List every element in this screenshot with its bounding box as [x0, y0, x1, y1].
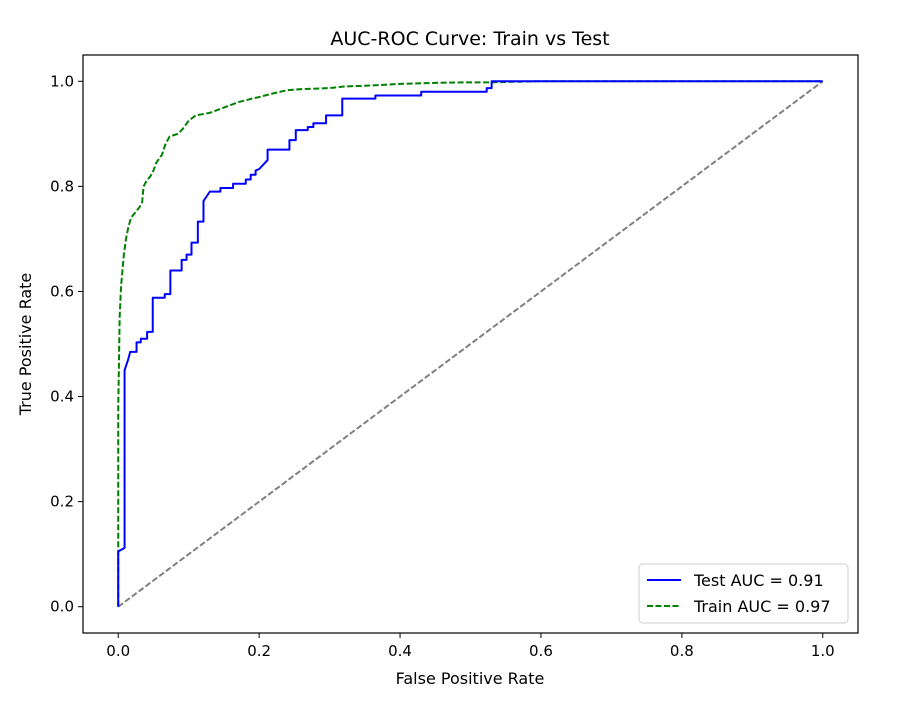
legend-label-train: Train AUC = 0.97: [693, 597, 831, 616]
y-axis-ticks: 0.0 0.2 0.4 0.6 0.8 1.0: [50, 72, 83, 616]
y-tick-label: 0.6: [50, 282, 74, 300]
x-tick-label: 1.0: [811, 642, 835, 660]
y-axis-label: True Positive Rate: [16, 273, 35, 417]
y-tick-label: 0.8: [50, 177, 74, 195]
chance-diagonal-line: [117, 80, 824, 608]
x-tick-label: 0.0: [106, 642, 130, 660]
legend-label-test: Test AUC = 0.91: [693, 571, 824, 590]
x-axis-ticks: 0.0 0.2 0.4 0.6 0.8 1.0: [106, 633, 835, 660]
y-tick-label: 0.2: [50, 493, 74, 511]
legend-box: [638, 563, 849, 624]
x-tick-label: 0.8: [670, 642, 694, 660]
chart-title: AUC-ROC Curve: Train vs Test: [330, 28, 609, 50]
x-tick-label: 0.2: [247, 642, 271, 660]
x-tick-label: 0.4: [388, 642, 412, 660]
train-roc-line: [117, 80, 823, 607]
legend: Test AUC = 0.91 Train AUC = 0.97: [638, 563, 849, 624]
series-layer: [117, 80, 824, 608]
plot-frame: [82, 54, 859, 634]
test-roc-line: [117, 80, 823, 607]
x-axis-label: False Positive Rate: [396, 669, 545, 688]
y-tick-label: 0.0: [50, 598, 74, 616]
x-tick-label: 0.6: [529, 642, 553, 660]
y-tick-label: 1.0: [50, 72, 74, 90]
y-tick-label: 0.4: [50, 388, 74, 406]
